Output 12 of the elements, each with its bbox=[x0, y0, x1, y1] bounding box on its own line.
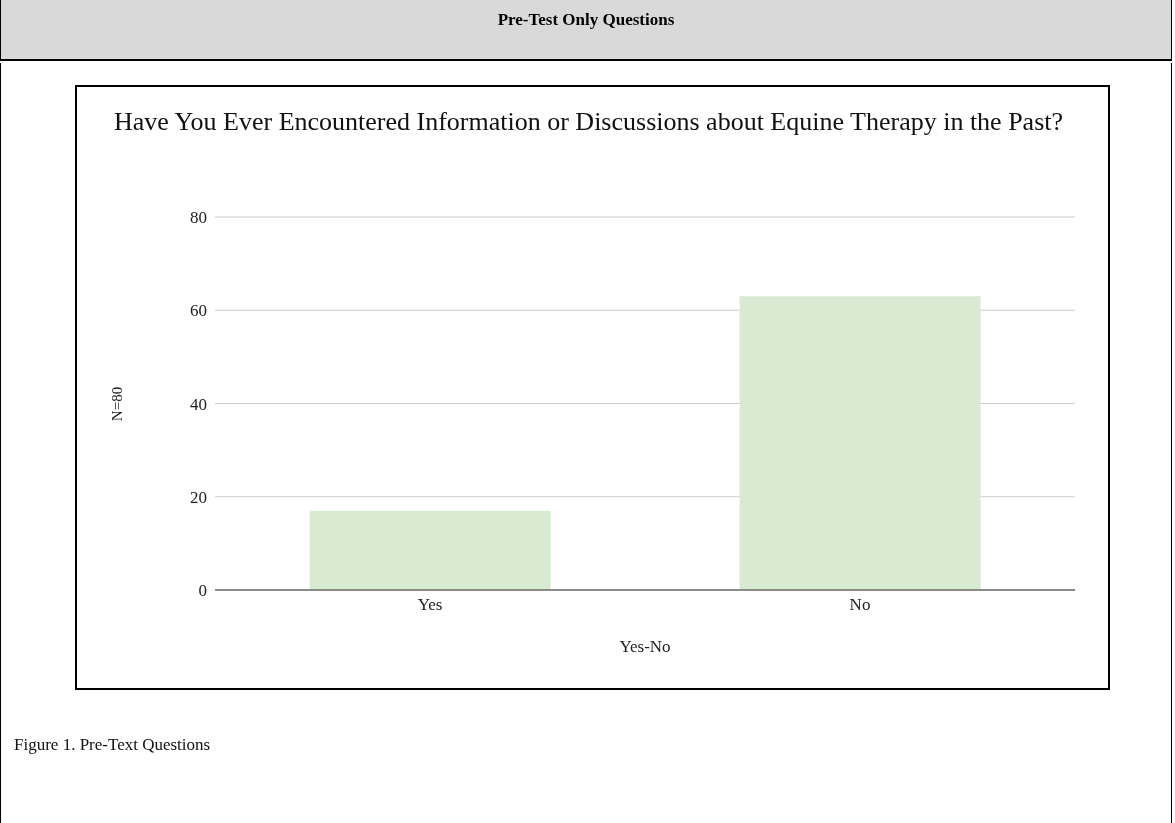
chart-title: Have You Ever Encountered Information or Discussions about Equine Therapy in the Past? bbox=[114, 107, 1065, 136]
x-axis-title: Yes-No bbox=[619, 637, 671, 656]
y-tick-label: 20 bbox=[190, 487, 207, 507]
x-tick-label: Yes bbox=[417, 595, 443, 615]
y-tick-label: 60 bbox=[190, 301, 207, 321]
y-axis-title: N=80 bbox=[108, 386, 126, 422]
caption: Figure 1. Pre-Text Questions bbox=[14, 735, 211, 755]
y-tick-label: 40 bbox=[190, 394, 207, 414]
x-tick-label: No bbox=[849, 595, 871, 615]
y-tick-label: 80 bbox=[190, 208, 207, 228]
y-tick-label: 0 bbox=[198, 581, 207, 601]
text: Pre-Test Only Questions bbox=[0, 0, 1172, 61]
